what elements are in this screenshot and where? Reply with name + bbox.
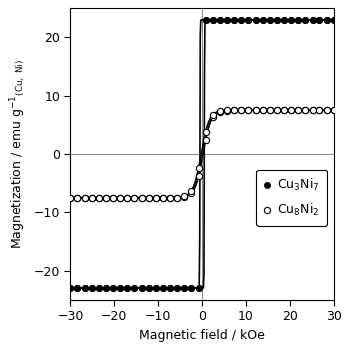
Cu$_3$Ni$_7$ bbox=[197, 286, 201, 290]
Cu$_3$Ni$_7$ bbox=[132, 286, 137, 290]
Cu$_3$Ni$_7$ bbox=[104, 286, 108, 290]
Cu$_3$Ni$_7$ bbox=[289, 18, 293, 22]
Cu$_3$Ni$_7$ bbox=[268, 18, 272, 22]
Cu$_8$Ni$_2$ bbox=[75, 196, 79, 200]
Cu$_3$Ni$_7$ bbox=[68, 286, 72, 290]
Cu$_3$Ni$_7$ bbox=[203, 18, 208, 22]
Cu$_3$Ni$_7$ bbox=[275, 18, 279, 22]
Cu$_3$Ni$_7$ bbox=[232, 18, 236, 22]
Cu$_3$Ni$_7$ bbox=[303, 18, 307, 22]
Cu$_8$Ni$_2$ bbox=[203, 138, 208, 142]
Cu$_8$Ni$_2$ bbox=[289, 108, 293, 112]
Cu$_8$Ni$_2$ bbox=[83, 196, 87, 200]
Cu$_8$Ni$_2$ bbox=[296, 108, 301, 112]
Cu$_3$Ni$_7$ bbox=[218, 18, 222, 22]
Cu$_8$Ni$_2$ bbox=[325, 108, 329, 112]
Cu$_3$Ni$_7$ bbox=[140, 286, 144, 290]
Cu$_3$Ni$_7$ bbox=[90, 286, 94, 290]
Cu$_8$Ni$_2$ bbox=[246, 108, 250, 112]
Cu$_8$Ni$_2$ bbox=[125, 196, 130, 200]
Cu$_3$Ni$_7$ bbox=[168, 286, 172, 290]
Cu$_3$Ni$_7$ bbox=[125, 286, 130, 290]
Cu$_8$Ni$_2$ bbox=[218, 110, 222, 114]
Cu$_3$Ni$_7$ bbox=[317, 18, 322, 22]
Line: Cu$_3$Ni$_7$: Cu$_3$Ni$_7$ bbox=[67, 17, 337, 291]
Cu$_8$Ni$_2$ bbox=[268, 108, 272, 112]
Cu$_8$Ni$_2$ bbox=[146, 196, 150, 200]
Cu$_3$Ni$_7$ bbox=[325, 18, 329, 22]
Cu$_3$Ni$_7$ bbox=[154, 286, 158, 290]
Cu$_3$Ni$_7$ bbox=[253, 18, 258, 22]
Cu$_3$Ni$_7$ bbox=[83, 286, 87, 290]
Cu$_8$Ni$_2$ bbox=[189, 191, 194, 195]
Cu$_8$Ni$_2$ bbox=[118, 196, 122, 200]
Cu$_8$Ni$_2$ bbox=[154, 196, 158, 200]
Cu$_3$Ni$_7$ bbox=[161, 286, 165, 290]
Cu$_3$Ni$_7$ bbox=[189, 286, 194, 290]
Cu$_3$Ni$_7$ bbox=[296, 18, 301, 22]
Cu$_3$Ni$_7$ bbox=[211, 18, 215, 22]
Cu$_3$Ni$_7$ bbox=[282, 18, 286, 22]
Cu$_3$Ni$_7$ bbox=[239, 18, 244, 22]
Cu$_8$Ni$_2$ bbox=[161, 196, 165, 200]
Cu$_8$Ni$_2$ bbox=[310, 108, 315, 112]
Cu$_8$Ni$_2$ bbox=[132, 196, 137, 200]
Line: Cu$_8$Ni$_2$: Cu$_8$Ni$_2$ bbox=[67, 107, 337, 201]
Cu$_8$Ni$_2$ bbox=[332, 108, 336, 112]
Cu$_8$Ni$_2$ bbox=[111, 196, 115, 200]
Cu$_3$Ni$_7$ bbox=[225, 18, 229, 22]
Cu$_8$Ni$_2$ bbox=[68, 196, 72, 200]
Cu$_8$Ni$_2$ bbox=[97, 196, 101, 200]
Cu$_8$Ni$_2$ bbox=[232, 108, 236, 112]
Cu$_3$Ni$_7$ bbox=[260, 18, 265, 22]
Cu$_8$Ni$_2$ bbox=[225, 108, 229, 113]
Cu$_8$Ni$_2$ bbox=[182, 195, 187, 199]
Y-axis label: Magnetization / emu g$^{-1}$$_{\mathrm{(Cu,\ Ni)}}$: Magnetization / emu g$^{-1}$$_{\mathrm{(… bbox=[8, 59, 28, 249]
Cu$_8$Ni$_2$ bbox=[260, 108, 265, 112]
Cu$_8$Ni$_2$ bbox=[140, 196, 144, 200]
Cu$_8$Ni$_2$ bbox=[175, 196, 179, 200]
Cu$_8$Ni$_2$ bbox=[317, 108, 322, 112]
Cu$_3$Ni$_7$ bbox=[97, 286, 101, 290]
Cu$_3$Ni$_7$ bbox=[175, 286, 179, 290]
Cu$_3$Ni$_7$ bbox=[111, 286, 115, 290]
Cu$_8$Ni$_2$ bbox=[104, 196, 108, 200]
Cu$_8$Ni$_2$ bbox=[282, 108, 286, 112]
Cu$_8$Ni$_2$ bbox=[253, 108, 258, 112]
Cu$_8$Ni$_2$ bbox=[275, 108, 279, 112]
Cu$_8$Ni$_2$ bbox=[197, 174, 201, 178]
Cu$_3$Ni$_7$ bbox=[182, 286, 187, 290]
Cu$_8$Ni$_2$ bbox=[90, 196, 94, 200]
Legend: Cu$_3$Ni$_7$, Cu$_8$Ni$_2$: Cu$_3$Ni$_7$, Cu$_8$Ni$_2$ bbox=[256, 170, 328, 226]
X-axis label: Magnetic field / kOe: Magnetic field / kOe bbox=[139, 329, 265, 342]
Cu$_3$Ni$_7$ bbox=[118, 286, 122, 290]
Cu$_3$Ni$_7$ bbox=[332, 18, 336, 22]
Cu$_8$Ni$_2$ bbox=[168, 196, 172, 200]
Cu$_8$Ni$_2$ bbox=[239, 108, 244, 112]
Cu$_8$Ni$_2$ bbox=[303, 108, 307, 112]
Cu$_3$Ni$_7$ bbox=[75, 286, 79, 290]
Cu$_3$Ni$_7$ bbox=[146, 286, 150, 290]
Cu$_3$Ni$_7$ bbox=[246, 18, 250, 22]
Cu$_3$Ni$_7$ bbox=[310, 18, 315, 22]
Cu$_8$Ni$_2$ bbox=[211, 115, 215, 119]
